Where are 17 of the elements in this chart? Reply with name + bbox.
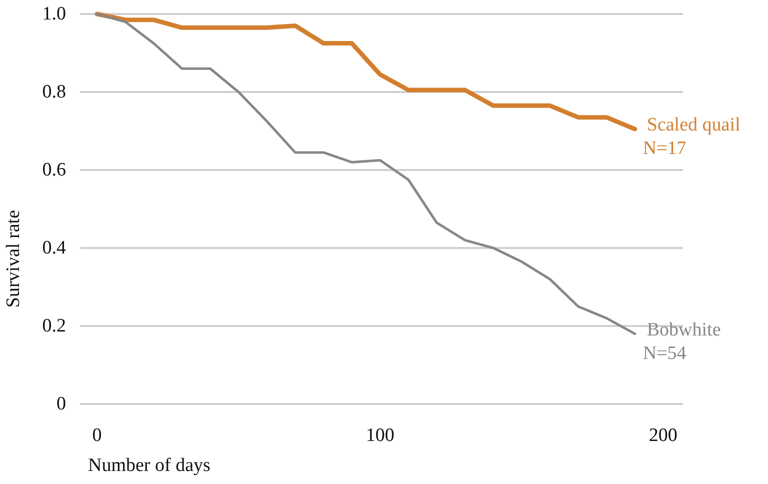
x-tick-label: 0 xyxy=(92,425,102,446)
line-series xyxy=(96,12,636,336)
y-axis-title: Survival rate xyxy=(3,210,24,308)
y-tick-label: 1.0 xyxy=(42,4,66,24)
y-tick-label: 0.4 xyxy=(42,238,66,258)
x-tick-label: 200 xyxy=(648,425,678,446)
annotation: N=17 xyxy=(642,138,686,160)
series-label: Bobwhite xyxy=(646,319,721,340)
y-tick-label: 0.8 xyxy=(42,82,66,102)
y-tick-label: 0.2 xyxy=(42,316,66,336)
annotation: N=54 xyxy=(642,342,687,364)
x-tick-label: 100 xyxy=(366,425,394,446)
y-tick-label: 0.6 xyxy=(42,160,66,180)
line-series xyxy=(94,12,638,132)
series-label: Scaled quail xyxy=(646,114,740,136)
x-axis-title: Number of days xyxy=(88,455,210,476)
y-tick-label: 0 xyxy=(56,394,66,414)
